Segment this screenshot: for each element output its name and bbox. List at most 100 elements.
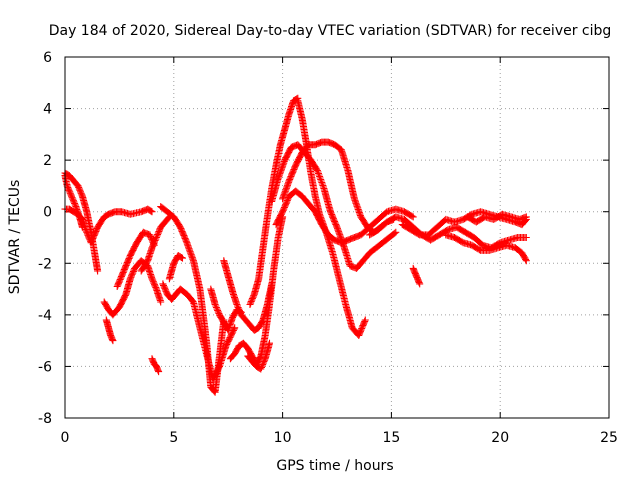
- data-point: [129, 267, 137, 275]
- data-point: [150, 279, 158, 287]
- data-point: [155, 368, 163, 376]
- y-tick-label: -6: [38, 359, 52, 375]
- series-arc-5: [102, 316, 117, 345]
- data-point: [161, 286, 169, 294]
- data-point: [179, 254, 186, 262]
- x-tick-label: 10: [274, 430, 292, 446]
- data-point: [151, 238, 158, 246]
- data-point: [353, 202, 361, 210]
- data-point: [157, 298, 165, 306]
- data-point: [148, 208, 156, 216]
- x-tick-labels: 0 5 10 15 20 25: [61, 430, 618, 446]
- data-point: [286, 174, 294, 182]
- data-point: [408, 212, 416, 220]
- series-arc-22: [398, 208, 530, 239]
- data-point: [148, 275, 156, 283]
- data-point: [149, 242, 157, 250]
- data-point: [74, 182, 82, 190]
- data-point: [75, 185, 83, 193]
- data-point: [159, 280, 167, 288]
- data-point: [70, 198, 78, 206]
- data-point: [316, 174, 324, 182]
- data-point: [184, 242, 192, 250]
- data-point: [235, 305, 243, 313]
- y-axis-label: SDTVAR / TECUs: [7, 180, 23, 295]
- data-point: [248, 296, 256, 304]
- data-point: [261, 356, 269, 364]
- data-points: [61, 94, 530, 396]
- data-point: [75, 183, 83, 191]
- data-point: [350, 195, 358, 203]
- y-tick-labels: -8 -6 -4 -2 0 2 4 6: [38, 50, 52, 427]
- data-point: [125, 254, 133, 262]
- data-point: [409, 213, 417, 221]
- data-point: [416, 280, 424, 288]
- x-axis-label: GPS time / hours: [276, 458, 393, 474]
- chart-title: Day 184 of 2020, Sidereal Day-to-day VTE…: [49, 23, 612, 39]
- data-point: [187, 251, 195, 259]
- data-point: [249, 293, 257, 301]
- data-point: [332, 222, 340, 230]
- data-point: [279, 161, 287, 169]
- data-point: [67, 191, 75, 199]
- data-point: [313, 167, 321, 174]
- series-arc-24: [464, 210, 530, 226]
- data-point: [149, 278, 157, 286]
- data-point: [108, 335, 116, 343]
- data-point: [149, 241, 157, 249]
- data-point: [68, 192, 75, 200]
- data-point: [274, 174, 282, 182]
- data-point: [77, 189, 85, 197]
- data-point: [152, 234, 160, 241]
- series-arc-25: [409, 264, 424, 288]
- data-point: [280, 190, 288, 198]
- data-point: [146, 231, 154, 239]
- data-point: [236, 308, 244, 316]
- series-arc-20: [272, 187, 417, 247]
- x-tick-label: 20: [491, 430, 509, 446]
- data-point: [318, 180, 326, 188]
- series-arc-23: [442, 231, 530, 265]
- data-point: [235, 306, 243, 314]
- data-point: [357, 326, 365, 334]
- data-point: [361, 317, 369, 325]
- data-point: [109, 337, 117, 345]
- data-point: [155, 228, 163, 236]
- x-tick-label: 25: [600, 430, 618, 446]
- data-point: [84, 231, 92, 239]
- data-point: [283, 197, 291, 204]
- data-point: [392, 228, 400, 236]
- data-point: [154, 231, 162, 239]
- data-point: [182, 237, 190, 245]
- data-point: [391, 229, 399, 237]
- data-point: [186, 248, 194, 256]
- data-point: [126, 275, 134, 283]
- data-point: [128, 272, 135, 280]
- y-tick-label: 2: [43, 153, 52, 169]
- data-point: [214, 308, 222, 316]
- data-point: [154, 366, 162, 374]
- data-point: [522, 257, 530, 265]
- data-point: [522, 255, 530, 263]
- data-point: [185, 245, 193, 253]
- data-point: [259, 361, 267, 369]
- data-point: [260, 358, 268, 366]
- data-point: [65, 186, 73, 194]
- data-point: [181, 234, 189, 242]
- data-point: [182, 236, 190, 244]
- data-point: [212, 304, 220, 311]
- data-point: [151, 282, 159, 290]
- data-point: [317, 177, 325, 185]
- y-tick-label: -8: [38, 411, 52, 427]
- data-point: [160, 283, 168, 291]
- data-point: [127, 273, 135, 281]
- data-point: [522, 234, 530, 241]
- data-point: [152, 284, 160, 292]
- data-point: [247, 299, 255, 307]
- data-point: [329, 213, 337, 221]
- data-point: [358, 325, 366, 332]
- data-point: [275, 171, 283, 179]
- data-point: [234, 302, 241, 310]
- data-point: [352, 199, 360, 207]
